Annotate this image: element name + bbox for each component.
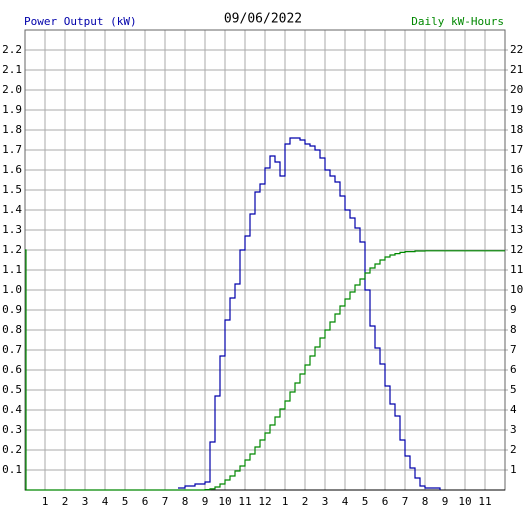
y-tick-label: 2.0 xyxy=(2,83,22,96)
y-tick-label: 1.2 xyxy=(2,243,22,256)
x-tick-label: 1 xyxy=(282,495,289,508)
y-tick-label: 0.8 xyxy=(2,323,22,336)
x-tick-label: 3 xyxy=(82,495,89,508)
x-tick-label: 5 xyxy=(362,495,369,508)
y2-tick-label: 21 xyxy=(510,63,523,76)
x-tick-label: 2 xyxy=(62,495,69,508)
y2-tick-label: 16 xyxy=(510,163,523,176)
x-tick-label: 4 xyxy=(102,495,109,508)
x-tick-label: 4 xyxy=(342,495,349,508)
y2-tick-label: 20 xyxy=(510,83,523,96)
x-tick-label: 3 xyxy=(322,495,329,508)
y2-tick-label: 8 xyxy=(510,323,517,336)
y2-tick-label: 14 xyxy=(510,203,524,216)
y2-tick-label: 2 xyxy=(510,443,517,456)
y-tick-label: 1.0 xyxy=(2,283,22,296)
x-tick-label: 11 xyxy=(478,495,491,508)
y2-tick-label: 10 xyxy=(510,283,523,296)
x-tick-label: 1 xyxy=(42,495,49,508)
x-tick-label: 6 xyxy=(142,495,149,508)
y-tick-label: 1.5 xyxy=(2,183,22,196)
y2-tick-label: 17 xyxy=(510,143,523,156)
y2-tick-label: 5 xyxy=(510,383,517,396)
y2-axis-label: Daily kW-Hours xyxy=(411,15,504,28)
y-tick-label: 0.6 xyxy=(2,363,22,376)
y-tick-label: 1.3 xyxy=(2,223,22,236)
x-tick-label: 5 xyxy=(122,495,129,508)
y2-tick-label: 13 xyxy=(510,223,523,236)
y-tick-label: 2.2 xyxy=(2,43,22,56)
y2-tick-label: 19 xyxy=(510,103,523,116)
y-tick-label: 1.1 xyxy=(2,263,22,276)
y-tick-label: 0.4 xyxy=(2,403,22,416)
y2-tick-label: 18 xyxy=(510,123,523,136)
x-tick-label: 6 xyxy=(382,495,389,508)
x-tick-label: 10 xyxy=(218,495,231,508)
x-tick-label: 2 xyxy=(302,495,309,508)
y2-tick-label: 4 xyxy=(510,403,517,416)
y-tick-label: 0.1 xyxy=(2,463,22,476)
x-tick-label: 7 xyxy=(162,495,169,508)
x-tick-label: 8 xyxy=(422,495,429,508)
x-tick-label: 8 xyxy=(182,495,189,508)
y2-tick-label: 11 xyxy=(510,263,523,276)
y2-tick-label: 7 xyxy=(510,343,517,356)
y2-tick-label: 3 xyxy=(510,423,517,436)
y-tick-label: 1.9 xyxy=(2,103,22,116)
y2-tick-label: 15 xyxy=(510,183,523,196)
y-axis-label: Power Output (kW) xyxy=(24,15,137,28)
y-tick-label: 0.9 xyxy=(2,303,22,316)
y2-tick-label: 9 xyxy=(510,303,517,316)
y2-tick-label: 6 xyxy=(510,363,517,376)
energy-line xyxy=(25,249,505,491)
y-tick-label: 1.6 xyxy=(2,163,22,176)
y-tick-label: 0.3 xyxy=(2,423,22,436)
x-tick-label: 11 xyxy=(238,495,251,508)
y2-tick-label: 12 xyxy=(510,243,523,256)
y-tick-label: 0.5 xyxy=(2,383,22,396)
y2-tick-label: 1 xyxy=(510,463,517,476)
x-tick-label: 12 xyxy=(258,495,271,508)
y2-tick-label: 22 xyxy=(510,43,523,56)
y-tick-label: 0.2 xyxy=(2,443,22,456)
x-tick-label: 9 xyxy=(442,495,449,508)
y-tick-label: 1.4 xyxy=(2,203,22,216)
chart-title: 09/06/2022 xyxy=(224,12,302,27)
y-tick-label: 0.7 xyxy=(2,343,22,356)
y-tick-label: 1.7 xyxy=(2,143,22,156)
power-line xyxy=(178,137,441,490)
x-tick-label: 7 xyxy=(402,495,409,508)
y-tick-label: 1.8 xyxy=(2,123,22,136)
x-tick-label: 9 xyxy=(202,495,209,508)
y-tick-label: 2.1 xyxy=(2,63,22,76)
x-tick-label: 10 xyxy=(458,495,471,508)
